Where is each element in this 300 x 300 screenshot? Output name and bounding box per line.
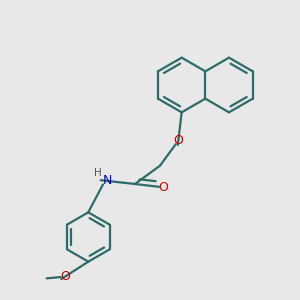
Text: O: O: [158, 181, 168, 194]
Text: N: N: [103, 174, 112, 187]
Text: O: O: [60, 270, 70, 283]
Text: H: H: [94, 168, 101, 178]
Text: O: O: [173, 134, 183, 147]
